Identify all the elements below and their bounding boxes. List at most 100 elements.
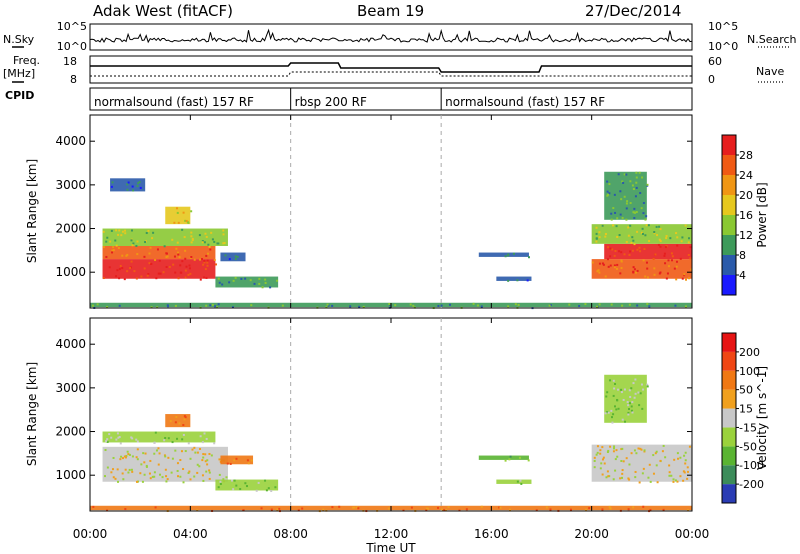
y-tick-label: 2000 (55, 222, 86, 236)
heatmap-speckle (620, 198, 623, 201)
heatmap-speckle (233, 479, 236, 482)
heatmap-speckle (646, 383, 649, 386)
heatmap-speckle (621, 304, 624, 307)
heatmap-speckle (117, 436, 120, 439)
heatmap-speckle (246, 459, 249, 462)
heatmap-speckle (177, 475, 180, 478)
heatmap-speckle (684, 462, 687, 465)
heatmap-speckle (166, 255, 169, 258)
heatmap-speckle (585, 508, 588, 511)
heatmap-speckle (162, 271, 165, 274)
heatmap-speckle (665, 237, 668, 240)
heatmap-speckle (188, 470, 191, 473)
heatmap-speckle (640, 383, 643, 386)
heatmap-speckle (642, 259, 645, 262)
heatmap-speckle (216, 242, 219, 245)
heatmap-speckle (203, 432, 206, 435)
colorbar-tick-label: 28 (739, 149, 753, 162)
heatmap-speckle (681, 236, 684, 239)
heatmap-speckle (121, 267, 124, 270)
heatmap-speckle (223, 241, 226, 244)
heatmap-speckle (130, 468, 133, 471)
x-tick-label: 00:00 (73, 527, 108, 541)
heatmap-speckle (116, 432, 119, 435)
heatmap-speckle (203, 241, 206, 244)
heatmap-speckle (639, 392, 642, 395)
heatmap-speckle (236, 255, 239, 258)
heatmap-speckle (257, 481, 260, 484)
heatmap-speckle (119, 458, 122, 461)
heatmap-speckle (196, 451, 199, 454)
heatmap-speckle (191, 448, 194, 451)
heatmap-speckle (165, 475, 168, 478)
heatmap-speckle (196, 509, 199, 512)
heatmap-speckle (630, 405, 633, 408)
heatmap-speckle (606, 451, 609, 454)
heatmap-speckle (137, 480, 140, 483)
heatmap-speckle (278, 507, 281, 510)
heatmap-speckle (667, 265, 670, 268)
heatmap-speckle (125, 454, 128, 457)
heatmap-speckle (155, 277, 158, 280)
heatmap-speckle (209, 248, 212, 251)
heatmap-speckle (205, 235, 208, 238)
heatmap-speckle (205, 304, 208, 307)
heatmap-speckle (171, 457, 174, 460)
heatmap-speckle (616, 455, 619, 458)
heatmap-speckle (476, 304, 479, 307)
heatmap-speckle (211, 303, 214, 306)
nave-tick-top: 60 (708, 55, 722, 68)
heatmap-speckle (193, 475, 196, 478)
heatmap-speckle (658, 225, 661, 228)
heatmap-speckle (174, 304, 177, 307)
heatmap-speckle (203, 276, 206, 279)
heatmap-speckle (161, 476, 164, 479)
heatmap-speckle (182, 467, 185, 470)
velocity-yticks: 1000 2000 3000 4000 (55, 337, 692, 482)
heatmap-speckle (504, 459, 507, 462)
colorbar-tick-label: 24 (739, 169, 753, 182)
heatmap-speckle (535, 509, 538, 512)
heatmap-speckle (199, 278, 202, 281)
heatmap-speckle (353, 506, 356, 509)
heatmap-speckle (231, 306, 234, 309)
heatmap-speckle (610, 416, 613, 419)
heatmap-speckle (604, 233, 607, 236)
heatmap-speckle (616, 399, 619, 402)
heatmap-speckle (632, 382, 635, 385)
heatmap-speckle (201, 474, 204, 477)
heatmap-speckle (114, 477, 117, 480)
heatmap-speckle (190, 256, 193, 259)
heatmap-speckle (628, 303, 631, 306)
velocity-colorbar-title: Velocity [m s^-1] (755, 366, 769, 470)
heatmap-speckle (666, 272, 669, 275)
colorbar-tick-label: 100 (739, 365, 760, 378)
heatmap-speckle (627, 508, 630, 511)
heatmap-speckle (219, 480, 222, 483)
colorbar-bin (722, 389, 736, 409)
heatmap-speckle (181, 228, 184, 231)
heatmap-speckle (253, 282, 256, 285)
heatmap-speckle (617, 407, 620, 410)
heatmap-speckle (117, 233, 120, 236)
heatmap-speckle (234, 276, 237, 279)
heatmap-speckle (627, 234, 630, 237)
heatmap-speckle (665, 277, 668, 280)
colorbar-tick-label: -100 (739, 459, 764, 472)
heatmap-speckle (214, 263, 217, 266)
heatmap-speckle (629, 180, 632, 183)
heatmap-speckle (206, 459, 209, 462)
heatmap-speckle (548, 304, 551, 307)
heatmap-speckle (625, 207, 628, 210)
heatmap-speckle (635, 211, 638, 214)
heatmap-speckle (667, 259, 670, 262)
heatmap-speckle (127, 181, 130, 184)
heatmap-speckle (147, 273, 150, 276)
heatmap-region (496, 276, 532, 281)
heatmap-speckle (633, 207, 636, 210)
heatmap-speckle (91, 304, 94, 307)
heatmap-speckle (440, 508, 443, 511)
heatmap-speckle (596, 445, 599, 448)
heatmap-speckle (232, 488, 235, 491)
heatmap-speckle (612, 450, 615, 453)
